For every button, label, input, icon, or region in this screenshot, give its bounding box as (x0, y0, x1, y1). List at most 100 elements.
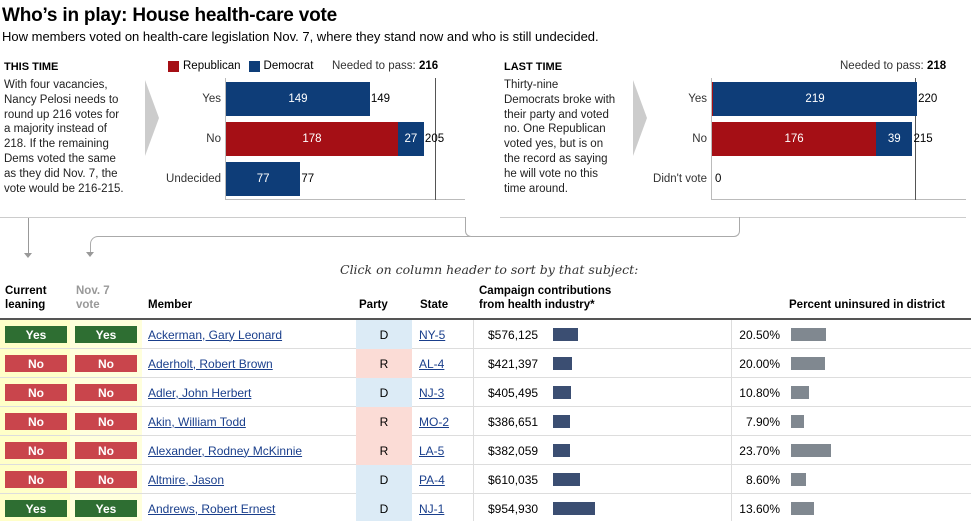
member-link[interactable]: Altmire, Jason (148, 472, 225, 487)
member-link[interactable]: Ackerman, Gary Leonard (148, 327, 283, 342)
bar-row-label: Undecided (166, 173, 221, 185)
state-link[interactable]: NY-5 (419, 327, 446, 342)
header-state[interactable]: State (420, 299, 449, 311)
uninsured-bar (791, 415, 804, 428)
last-time-pass-line (915, 78, 917, 200)
description-line: a majority instead of (4, 123, 107, 136)
bar-total: 77 (301, 173, 315, 185)
state-link[interactable]: MO-2 (419, 414, 449, 429)
contribution-value: $382,059 (488, 443, 539, 458)
member-cell: Alexander, Rodney McKinnie (148, 436, 302, 465)
current-leaning-badge: No (5, 471, 67, 488)
table-row: Yes Yes Andrews, Robert Ernest D NJ-1 $954,93… (0, 494, 971, 521)
down-arrow-line (28, 218, 29, 254)
description-line: 218. If the remaining (4, 138, 109, 151)
member-cell: Andrews, Robert Ernest (148, 494, 275, 521)
nov7-vote-cell: Yes (75, 494, 137, 521)
bar-row-label: Yes (688, 93, 707, 105)
current-leaning-cell: No (5, 349, 67, 378)
nov7-vote-badge: No (75, 471, 137, 488)
nov7-vote-cell: No (75, 349, 137, 378)
state-cell: NJ-1 (419, 494, 444, 521)
member-cell: Akin, William Todd (148, 407, 246, 436)
republican-bar (712, 82, 713, 116)
page-title: Who’s in play: House health-care vote (2, 5, 338, 26)
legend: Republican Democrat (168, 60, 313, 72)
state-link[interactable]: NJ-3 (419, 385, 445, 400)
nov7-vote-badge: No (75, 355, 137, 372)
table-row: No No Altmire, Jason D PA-4 $610,035 8.60% (0, 465, 971, 494)
republican-swatch (168, 60, 179, 72)
header-current-leaning[interactable]: Current leaning (5, 284, 47, 312)
last-time-rule (500, 217, 966, 218)
table-row: No No Aderholt, Robert Brown R AL-4 $421,397 2… (0, 349, 971, 378)
nov7-vote-cell: No (75, 378, 137, 407)
header-line: leaning (5, 299, 46, 311)
contribution-value: $386,651 (488, 414, 539, 429)
uninsured-value: 13.60% (739, 501, 780, 516)
state-cell: NY-5 (419, 320, 445, 349)
state-link[interactable]: LA-5 (419, 443, 445, 458)
nov7-vote-cell: No (75, 436, 137, 465)
contribution-bar (553, 444, 570, 457)
contribution-value: $576,125 (488, 327, 539, 342)
table-row: No No Adler, John Herbert D NJ-3 $405,495 10.8… (0, 378, 971, 407)
state-cell: MO-2 (419, 407, 449, 436)
party-cell: D (356, 465, 412, 494)
column-separator (473, 320, 474, 521)
member-link[interactable]: Adler, John Herbert (148, 385, 252, 400)
connector-curve (90, 236, 470, 252)
header-line: from health industry* (479, 299, 595, 311)
nov7-vote-badge: Yes (75, 500, 137, 517)
down-arrow-icon (86, 252, 94, 257)
current-leaning-badge: No (5, 384, 67, 401)
uninsured-value: 10.80% (739, 385, 780, 400)
state-link[interactable]: NJ-1 (419, 501, 445, 516)
description-line: Thirty-nine (504, 79, 559, 91)
republican-bar: 178 (226, 122, 398, 156)
header-party[interactable]: Party (359, 299, 388, 311)
contribution-value: $421,397 (488, 356, 539, 371)
description-line: Democrats broke with (504, 93, 616, 106)
member-cell: Aderholt, Robert Brown (148, 349, 273, 378)
table-row: No No Alexander, Rodney McKinnie R LA-5 $382,… (0, 436, 971, 465)
current-leaning-cell: No (5, 407, 67, 436)
uninsured-bar (791, 444, 831, 457)
state-link[interactable]: PA-4 (419, 472, 445, 487)
democrat-bar: 149 (226, 82, 370, 116)
header-member[interactable]: Member (148, 299, 193, 311)
description-line: as they did Nov. 7, the (4, 167, 118, 180)
down-arrow-icon (24, 253, 32, 258)
current-leaning-badge: Yes (5, 326, 67, 343)
current-leaning-cell: No (5, 436, 67, 465)
contribution-bar (553, 502, 595, 515)
current-leaning-cell: Yes (5, 320, 67, 349)
current-leaning-cell: Yes (5, 494, 67, 521)
description-line: he will vote no this (504, 167, 598, 180)
contribution-value: $405,495 (488, 385, 539, 400)
description-line: vote would be 216-215. (4, 182, 124, 195)
header-contributions[interactable]: Campaign contributions from health indust… (479, 284, 611, 312)
this-time-label: THIS TIME (4, 61, 59, 73)
contribution-value: $954,930 (488, 501, 539, 516)
header-nov7-vote[interactable]: Nov. 7 vote (76, 284, 110, 312)
uninsured-bar (791, 386, 809, 399)
uninsured-value: 20.50% (739, 327, 780, 342)
bar-row-label: No (206, 133, 221, 145)
description-line: no. One Republican (504, 123, 606, 136)
party-cell: R (356, 349, 412, 378)
last-time-chart (711, 78, 966, 200)
member-link[interactable]: Alexander, Rodney McKinnie (148, 443, 303, 458)
state-link[interactable]: AL-4 (419, 356, 445, 371)
header-uninsured[interactable]: Percent uninsured in district (789, 299, 945, 311)
table-row: No No Akin, William Todd R MO-2 $386,651 7.90% (0, 407, 971, 436)
description-line: Dems voted the same (4, 152, 116, 165)
uninsured-bar (791, 502, 814, 515)
democrat-swatch (248, 60, 260, 72)
member-link[interactable]: Akin, William Todd (148, 414, 246, 429)
member-link[interactable]: Aderholt, Robert Brown (148, 356, 273, 371)
description-line: round up 216 votes for (4, 108, 120, 121)
bar-total: 215 (913, 133, 933, 145)
member-link[interactable]: Andrews, Robert Ernest (148, 501, 276, 516)
this-time-description: With four vacancies, Nancy Pelosi needs t… (4, 78, 144, 196)
